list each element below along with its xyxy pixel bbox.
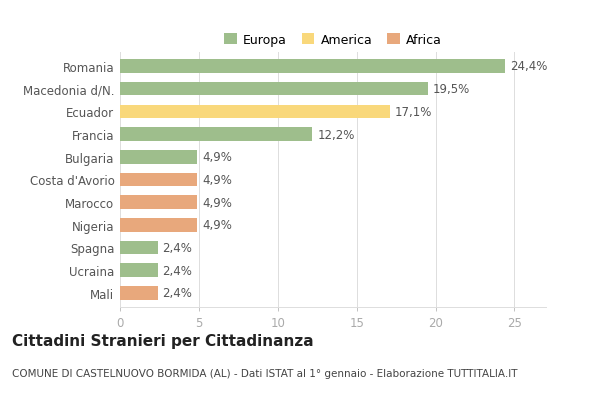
Text: 4,9%: 4,9% [202,196,232,209]
Bar [120,286,158,300]
Text: 17,1%: 17,1% [395,106,432,119]
Text: COMUNE DI CASTELNUOVO BORMIDA (AL) - Dati ISTAT al 1° gennaio - Elaborazione TUT: COMUNE DI CASTELNUOVO BORMIDA (AL) - Dat… [12,368,517,378]
Bar [120,264,158,277]
Text: 24,4%: 24,4% [510,60,547,73]
Legend: Europa, America, Africa: Europa, America, Africa [221,31,445,49]
Bar [120,105,390,119]
Text: Cittadini Stranieri per Cittadinanza: Cittadini Stranieri per Cittadinanza [12,333,314,348]
Bar [120,196,197,209]
Text: 12,2%: 12,2% [317,128,355,141]
Bar [120,151,197,164]
Bar [120,218,197,232]
Text: 2,4%: 2,4% [163,241,193,254]
Text: 4,9%: 4,9% [202,219,232,232]
Text: 19,5%: 19,5% [433,83,470,96]
Bar [120,241,158,255]
Bar [120,128,313,142]
Text: 4,9%: 4,9% [202,173,232,187]
Text: 2,4%: 2,4% [163,287,193,300]
Bar [120,83,428,96]
Bar [120,173,197,187]
Text: 4,9%: 4,9% [202,151,232,164]
Bar [120,60,505,74]
Text: 2,4%: 2,4% [163,264,193,277]
